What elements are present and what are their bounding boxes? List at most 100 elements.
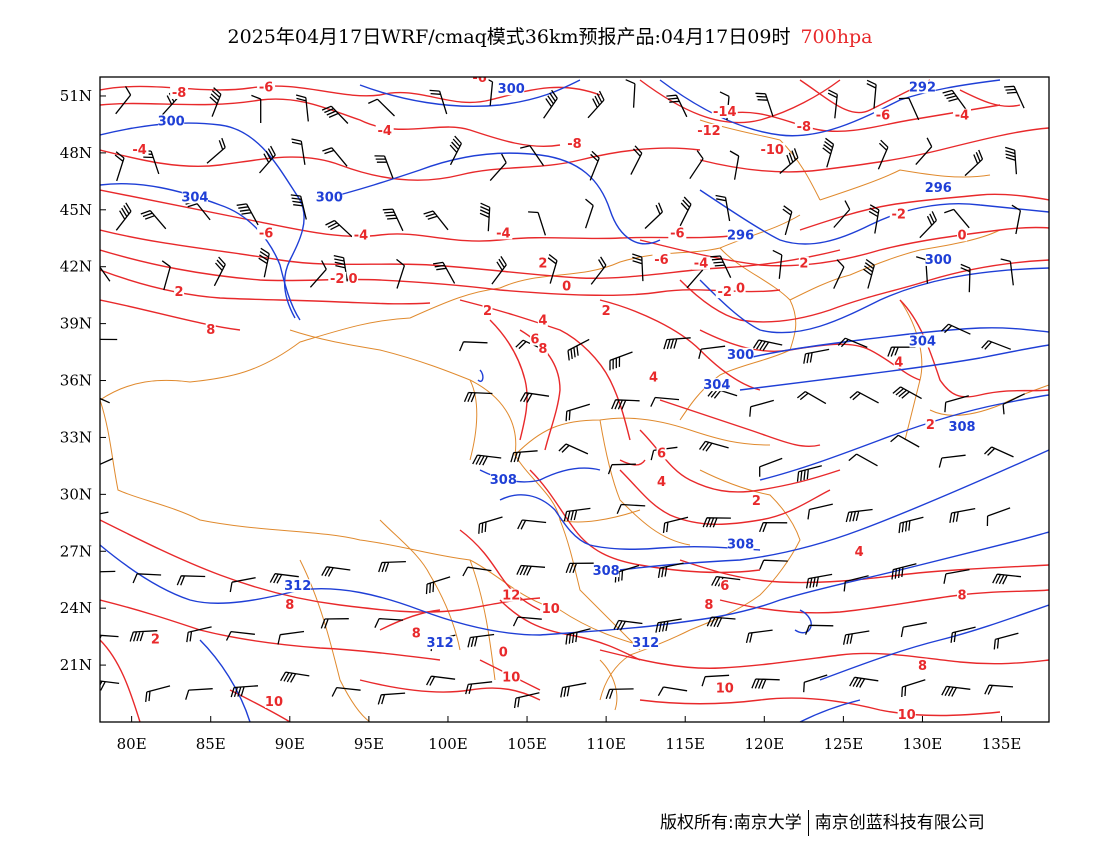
- wind-barb: [295, 94, 309, 122]
- temperature-label-bg: [668, 226, 687, 240]
- contour-labels: -8 -6-6-4-4-8-14-12 -8-6 -4-10-20-6 -4 -4 -6-6…: [130, 77, 976, 722]
- wind-barb: [472, 454, 502, 466]
- height-label: 300: [158, 114, 185, 129]
- wind-barb: [943, 568, 970, 584]
- wind-barb: [901, 679, 926, 698]
- temperature-label-bg: [715, 681, 734, 695]
- wind-barb: [702, 517, 731, 528]
- temperature-label-bg: [170, 85, 189, 99]
- wind-barb: [209, 87, 222, 117]
- wind-barb: [425, 576, 451, 595]
- wind-barb: [807, 503, 833, 520]
- wind-barb: [560, 682, 587, 698]
- height-label: 300: [316, 190, 343, 205]
- lon-label: 115E: [665, 735, 705, 753]
- temperature-label-bg: [601, 304, 612, 318]
- wind-barb: [782, 205, 793, 236]
- temperature-label-bg: [494, 226, 513, 240]
- temperature-label: 6: [657, 446, 666, 461]
- height-label: 300: [925, 253, 952, 268]
- wind-barb: [374, 617, 404, 628]
- wind-barbs: [100, 77, 1025, 709]
- height-label-bg: [703, 378, 730, 392]
- temperature-label-bg: [348, 271, 359, 285]
- wind-barb: [630, 145, 643, 175]
- wind-barb: [320, 618, 349, 629]
- height-label-bg: [727, 347, 754, 361]
- temperature-label-bg: [264, 694, 283, 708]
- wind-barb: [423, 210, 449, 231]
- wind-barb: [866, 79, 877, 109]
- wind-barb: [565, 628, 591, 645]
- height-label: 292: [909, 80, 936, 95]
- lon-label: 80E: [117, 735, 147, 753]
- wind-barb: [611, 399, 640, 410]
- lon-label: 95E: [354, 735, 384, 753]
- wind-barb: [382, 208, 404, 232]
- map-layers: -8 -6-6-4-4-8-14-12 -8-6 -4-10-20-6 -4 -4 -6-6…: [100, 77, 1049, 722]
- copyright-right: 南京创蓝科技有限公司: [814, 813, 985, 833]
- wind-barb: [892, 386, 922, 400]
- temperature-label-bg: [502, 588, 521, 602]
- lon-label: 105E: [507, 735, 547, 753]
- temperature-label-bg: [498, 645, 509, 659]
- temperature-label: 4: [855, 545, 864, 560]
- wind-barb: [277, 630, 305, 645]
- wind-barb: [259, 145, 276, 174]
- lat-label: 48N: [60, 144, 92, 162]
- wind-barb: [251, 94, 262, 123]
- height-label-bg: [427, 636, 454, 650]
- height-label-bg: [909, 80, 936, 94]
- wind-barb: [944, 208, 970, 229]
- wind-barb: [751, 678, 780, 689]
- temperature-label: 0: [736, 281, 745, 296]
- wind-barb: [679, 196, 692, 227]
- temperature-label: -12: [697, 124, 721, 139]
- temperature-label-bg: [656, 474, 667, 488]
- wind-barb: [517, 519, 547, 530]
- wind-barb: [140, 209, 167, 230]
- wind-barb: [479, 202, 491, 232]
- wind-barb: [1004, 85, 1025, 109]
- wind-barb: [749, 399, 774, 417]
- chart-title: 2025年04月17日WRF/cmaq模式36km预报产品:04月17日09时 7…: [0, 22, 1100, 49]
- wind-barb: [863, 258, 875, 289]
- wind-barb: [981, 340, 1012, 350]
- height-label-bg: [925, 180, 952, 194]
- wind-barb: [986, 507, 1011, 527]
- height-label-bg: [909, 334, 936, 348]
- height-label-bg: [316, 190, 343, 204]
- temperature-label: 8: [704, 598, 713, 613]
- temperature-label-bg: [798, 256, 809, 270]
- height-contours: [100, 79, 1049, 722]
- wind-barb: [145, 685, 171, 702]
- wind-barb: [644, 202, 664, 229]
- height-label: 300: [498, 82, 525, 97]
- height-label: 304: [181, 190, 208, 205]
- temperature-label-bg: [957, 228, 968, 242]
- height-label: 304: [703, 378, 730, 393]
- lat-label: 42N: [60, 258, 92, 276]
- temperature-label: -6: [670, 226, 684, 241]
- wind-barb: [565, 403, 590, 422]
- temperature-label-bg: [692, 256, 711, 270]
- temperature-label: -8: [172, 86, 186, 101]
- wind-barb: [803, 348, 830, 364]
- temperature-label: -4: [955, 109, 969, 124]
- temperature-label: -14: [713, 105, 737, 120]
- temperature-label: 8: [957, 589, 966, 604]
- lat-label: 21N: [60, 656, 92, 674]
- copyright-left: 版权所有:南京大学: [660, 813, 802, 833]
- wind-barb: [114, 151, 125, 182]
- temperature-label-bg: [893, 355, 904, 369]
- temperature-label-bg: [648, 370, 659, 384]
- wind-barb: [543, 89, 558, 119]
- height-label-bg: [284, 579, 311, 593]
- wind-barb: [513, 692, 540, 709]
- wind-barb: [655, 618, 682, 633]
- wind-barb: [467, 633, 495, 648]
- lat-label: 39N: [60, 315, 92, 333]
- wind-barb: [291, 138, 306, 165]
- temperature-label-bg: [957, 588, 968, 602]
